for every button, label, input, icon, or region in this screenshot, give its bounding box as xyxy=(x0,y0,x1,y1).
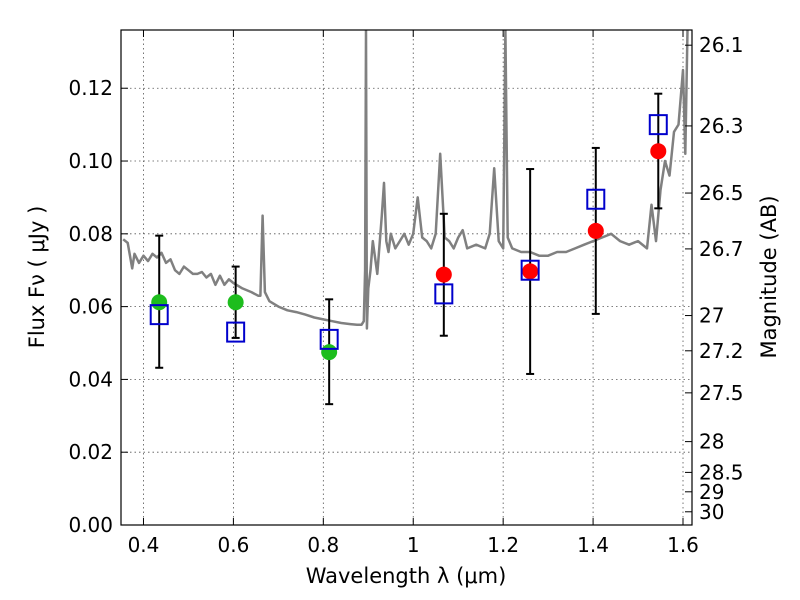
observed-flux-point xyxy=(435,266,452,283)
model-photometry-square xyxy=(648,114,668,136)
y-axis-label: Flux Fν ( μJy ) xyxy=(25,206,49,349)
mag-tick-label: 26.1 xyxy=(699,33,744,57)
mag-tick-label: 27 xyxy=(699,304,724,328)
mag-tick-label: 30 xyxy=(699,500,724,524)
mag-tick-label: 26.5 xyxy=(699,181,744,205)
axis-ticks: 0.4 0.6 0.8 1 1.2 1.4 1.6 0.00 0.02 0.04 0.06 0.08 0… xyxy=(68,30,744,557)
model-photometry-square xyxy=(226,321,246,343)
observed-flux-point xyxy=(587,222,604,239)
y-tick-label: 0.10 xyxy=(68,149,113,173)
grid-lines xyxy=(121,30,692,526)
x-tick-label: 1.6 xyxy=(667,533,699,557)
mag-tick-label: 29 xyxy=(699,480,724,504)
observed-flux-point xyxy=(650,143,667,160)
observed-flux-point xyxy=(522,263,539,280)
model-spectrum-line xyxy=(122,30,689,330)
mag-tick-label: 28 xyxy=(699,430,724,454)
model-photometry-square xyxy=(319,328,339,350)
mag-tick-label: 26.7 xyxy=(699,237,744,261)
mag-tick-label: 27.5 xyxy=(699,381,744,405)
x-tick-label: 1.2 xyxy=(487,533,519,557)
model-photometry-square xyxy=(520,259,540,281)
x-tick-label: 0.8 xyxy=(307,533,339,557)
data-markers-layer xyxy=(149,92,668,406)
y-tick-label: 0.00 xyxy=(68,513,113,537)
mag-tick-label: 27.2 xyxy=(699,339,744,363)
mag-tick-label: 26.3 xyxy=(699,114,744,138)
x-tick-label: 0.4 xyxy=(128,533,160,557)
y-tick-label: 0.04 xyxy=(68,367,113,391)
x-tick-label: 1 xyxy=(407,533,420,557)
observed-flux-point xyxy=(321,344,338,361)
x-axis-label: Wavelength λ (μm) xyxy=(306,564,507,588)
y-tick-label: 0.08 xyxy=(68,222,113,246)
observed-flux-point xyxy=(151,294,168,311)
model-spectrum-layer xyxy=(122,30,689,330)
y-tick-label: 0.12 xyxy=(68,76,113,100)
model-photometry-square xyxy=(586,188,606,210)
y-tick-label: 0.06 xyxy=(68,295,113,319)
mag-tick-label: 28.5 xyxy=(699,460,744,484)
model-photometry-square xyxy=(434,283,454,305)
x-tick-label: 0.6 xyxy=(217,533,249,557)
plot-frame xyxy=(120,29,693,526)
y-tick-label: 0.02 xyxy=(68,440,113,464)
observed-flux-point xyxy=(227,294,244,311)
y2-axis-label: Magnitude (AB) xyxy=(757,195,781,358)
x-tick-label: 1.4 xyxy=(577,533,609,557)
model-photometry-square xyxy=(149,304,169,326)
